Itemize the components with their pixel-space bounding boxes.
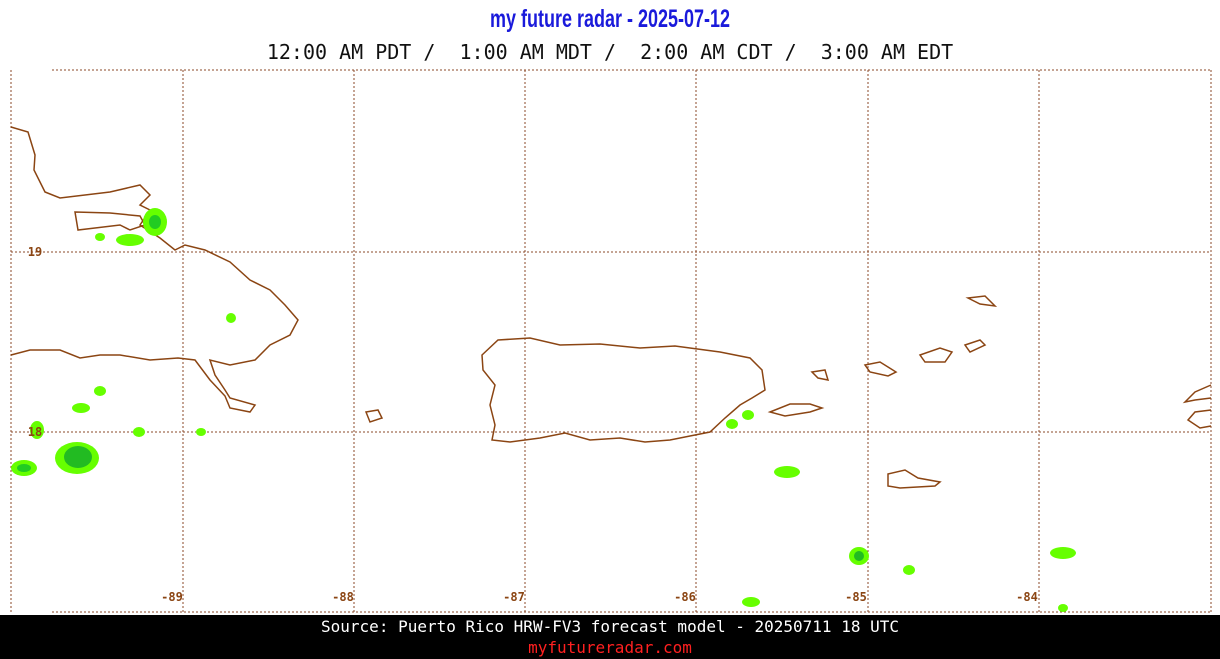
site-link[interactable]: myfutureradar.com (528, 638, 692, 657)
page-title: my future radar - 2025-07-12 (490, 5, 730, 33)
lon-label: -88 (332, 590, 354, 604)
subtitle: 12:00 AM PDT / 1:00 AM MDT / 2:00 AM CDT… (267, 40, 953, 64)
radar-echoes (11, 208, 1076, 612)
lon-label: -84 (1016, 590, 1038, 604)
lat-label: 18 (28, 425, 42, 439)
lon-label: -85 (845, 590, 867, 604)
lat-labels: 19 18 (28, 245, 42, 439)
map-grid (10, 69, 1212, 613)
lon-label: -86 (674, 590, 696, 604)
lon-labels: -89 -88 -87 -86 -85 -84 (161, 590, 1038, 604)
lon-label: -89 (161, 590, 183, 604)
footer-bar (0, 615, 1220, 659)
coastlines (10, 126, 1212, 489)
lat-label: 19 (28, 245, 42, 259)
source-text: Source: Puerto Rico HRW-FV3 forecast mod… (321, 617, 899, 636)
lon-label: -87 (503, 590, 525, 604)
